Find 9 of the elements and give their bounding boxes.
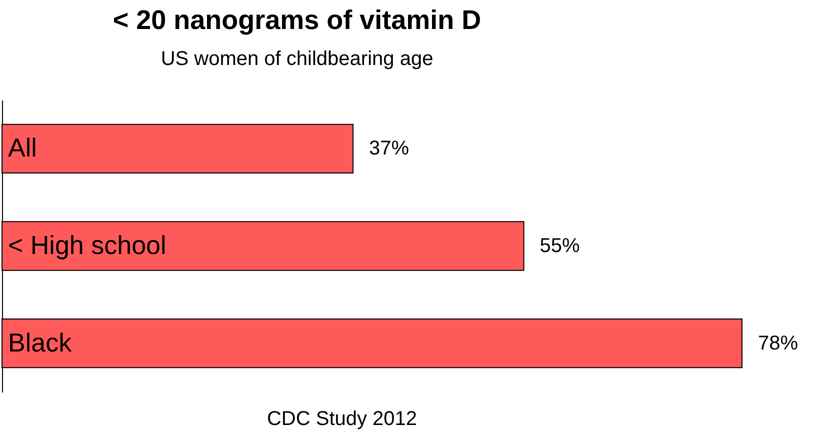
data-label: 55% — [540, 235, 580, 257]
y-tick-label: < High school — [8, 230, 166, 260]
text: CDC Study 2012 — [266, 408, 418, 430]
chart-subtitle: US women of childbearing age — [160, 48, 434, 70]
data-label: 37% — [369, 138, 410, 160]
chart-title: < 20 nanograms of vitamin D — [112, 5, 482, 35]
data-label: 78% — [758, 332, 798, 354]
y-tick-label: Black — [8, 327, 73, 358]
y-tick-label: All — [8, 132, 37, 163]
